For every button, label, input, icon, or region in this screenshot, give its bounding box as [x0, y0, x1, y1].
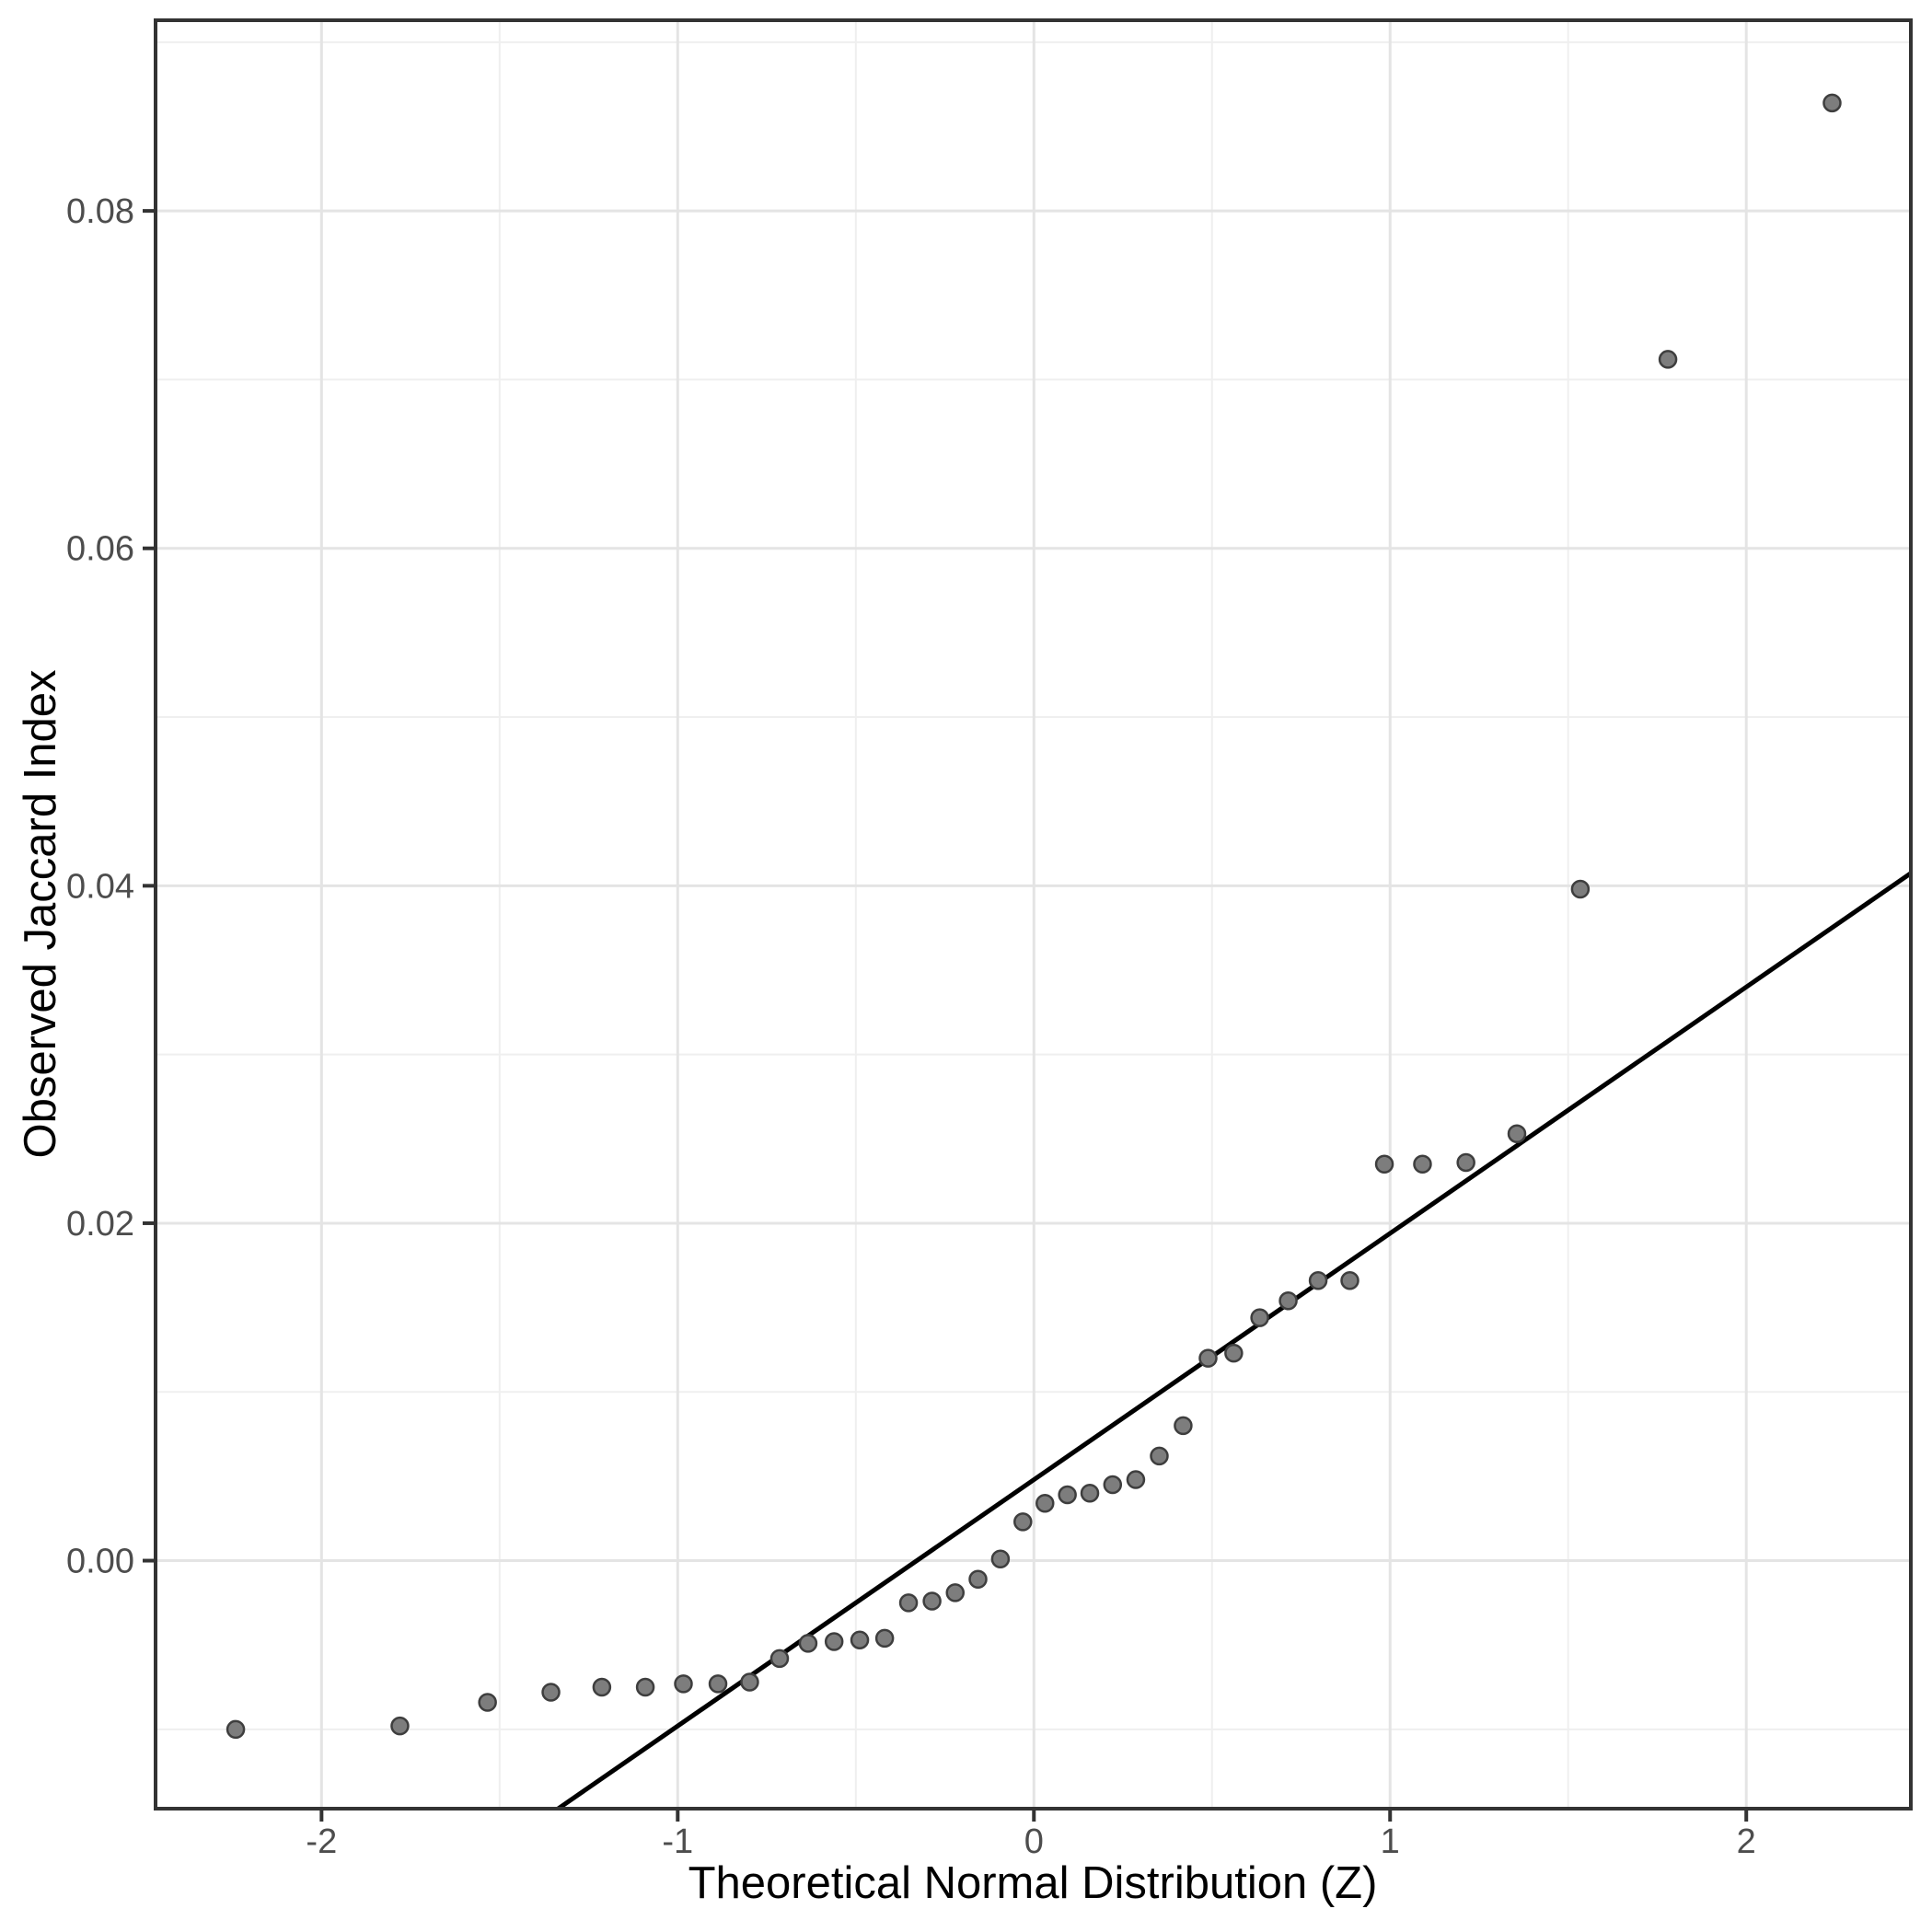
x-tick-label: -2 — [306, 1822, 337, 1861]
y-tick-label: 0.06 — [66, 530, 134, 569]
data-point — [1413, 1154, 1432, 1174]
data-point — [1150, 1446, 1169, 1466]
data-point — [1126, 1470, 1146, 1489]
data-point — [990, 1549, 1011, 1568]
data-point — [1058, 1485, 1077, 1505]
data-point — [824, 1632, 844, 1651]
y-axis-title: Observed Jaccard Index — [16, 669, 65, 1158]
data-point — [1174, 1416, 1193, 1436]
data-point — [769, 1649, 790, 1669]
data-point — [1224, 1343, 1244, 1363]
data-point — [968, 1569, 988, 1589]
x-tick-label: -1 — [662, 1822, 693, 1861]
y-tick-label: 0.00 — [66, 1543, 134, 1581]
data-point — [798, 1634, 818, 1653]
y-tick-label: 0.02 — [66, 1205, 134, 1244]
data-point — [1658, 350, 1678, 369]
data-point — [708, 1674, 728, 1694]
data-point — [592, 1677, 612, 1697]
data-point — [1278, 1291, 1298, 1311]
x-tick-label: 0 — [1024, 1822, 1044, 1861]
data-point — [1340, 1271, 1359, 1290]
y-tick-label: 0.04 — [66, 867, 134, 906]
data-point — [1103, 1475, 1123, 1495]
grid-major — [156, 20, 1911, 1809]
data-point — [1080, 1483, 1100, 1503]
data-point — [1013, 1512, 1033, 1532]
data-point — [850, 1630, 870, 1649]
axis-tick-marks — [143, 209, 1749, 1822]
data-point — [1308, 1271, 1328, 1290]
x-tick-labels: -2 -1 0 1 2 — [306, 1822, 1755, 1861]
data-point — [541, 1683, 561, 1702]
data-point — [635, 1677, 655, 1697]
data-point — [945, 1583, 966, 1602]
data-points — [226, 93, 1842, 1740]
data-point — [740, 1672, 759, 1692]
data-point — [226, 1719, 246, 1740]
data-point — [1198, 1348, 1218, 1368]
x-axis-title: Theoretical Normal Distribution (Z) — [688, 1858, 1378, 1908]
data-point — [1250, 1308, 1269, 1327]
data-point — [1374, 1154, 1394, 1174]
x-tick-label: 2 — [1737, 1822, 1756, 1861]
data-point — [1456, 1152, 1475, 1173]
data-point — [1507, 1124, 1527, 1144]
data-point — [898, 1593, 919, 1613]
data-point — [1822, 93, 1842, 113]
data-point — [674, 1674, 693, 1694]
data-point — [922, 1591, 942, 1611]
y-tick-labels: 0.00 0.02 0.04 0.06 0.08 — [66, 192, 134, 1580]
data-point — [1570, 879, 1591, 899]
data-point — [478, 1693, 497, 1712]
data-point — [874, 1628, 895, 1649]
data-point — [1035, 1493, 1055, 1513]
x-tick-label: 1 — [1381, 1822, 1400, 1861]
y-tick-label: 0.08 — [66, 192, 134, 231]
data-point — [390, 1716, 410, 1736]
